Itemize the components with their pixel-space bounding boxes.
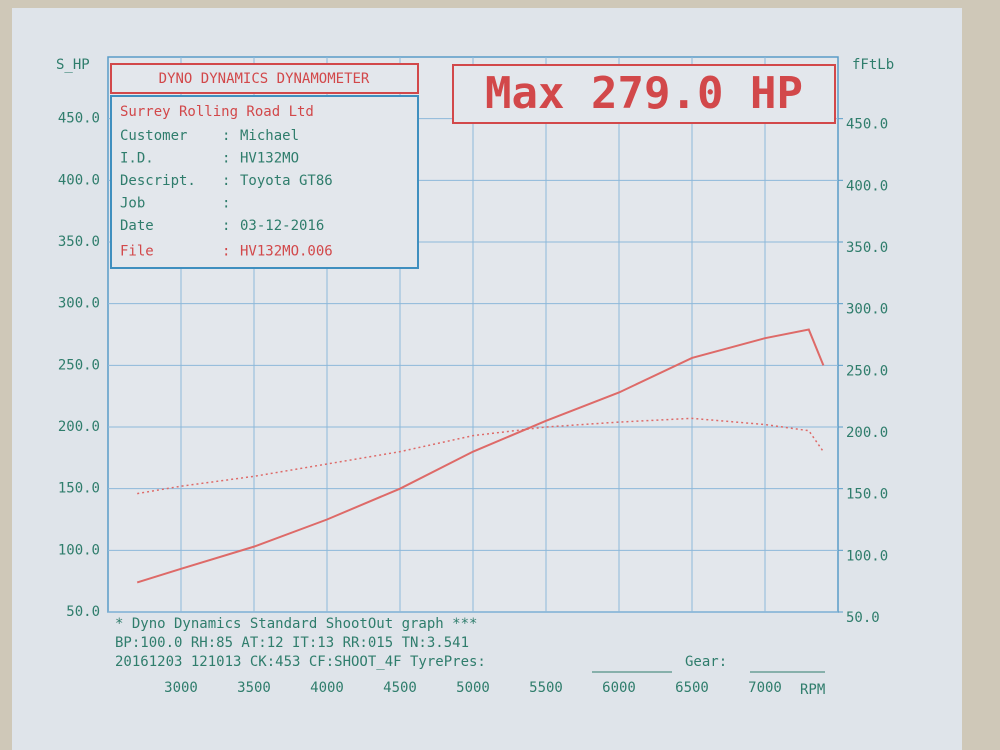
company: Surrey Rolling Road Ltd bbox=[120, 104, 314, 120]
x-tick-label: 4500 bbox=[383, 680, 417, 696]
y2-tick-label: 250.0 bbox=[846, 363, 888, 379]
x-tick-label: 6000 bbox=[602, 680, 636, 696]
y-tick-label: 250.0 bbox=[58, 357, 100, 373]
y2-tick-label: 200.0 bbox=[846, 425, 888, 441]
x-tick-label: 5000 bbox=[456, 680, 490, 696]
y-tick-label: 200.0 bbox=[58, 419, 100, 435]
info-label: Date bbox=[120, 218, 154, 234]
info-colon: : bbox=[222, 128, 230, 144]
footer-line: * Dyno Dynamics Standard ShootOut graph … bbox=[115, 616, 477, 632]
info-colon: : bbox=[222, 151, 230, 167]
y-tick-label: 300.0 bbox=[58, 296, 100, 312]
info-colon: : bbox=[222, 173, 230, 189]
x-axis-label: RPM bbox=[800, 682, 825, 698]
info-label: I.D. bbox=[120, 151, 154, 167]
info-label: Job bbox=[120, 196, 145, 212]
info-value: 03-12-2016 bbox=[240, 218, 324, 234]
x-tick-label: 3500 bbox=[237, 680, 271, 696]
info-box bbox=[110, 95, 419, 269]
footer-line: 20161203 121013 CK:453 CF:SHOOT_4F TyreP… bbox=[115, 654, 486, 670]
y-tick-label: 400.0 bbox=[58, 172, 100, 188]
y-tick-label: 150.0 bbox=[58, 481, 100, 497]
max-box bbox=[452, 64, 836, 124]
x-tick-label: 6500 bbox=[675, 680, 709, 696]
power-line bbox=[136, 328, 825, 584]
y-tick-label: 100.0 bbox=[58, 542, 100, 558]
y2-tick-label: 50.0 bbox=[846, 610, 880, 626]
x-tick-label: 3000 bbox=[164, 680, 198, 696]
torque-line bbox=[137, 417, 825, 495]
y-tick-label: 450.0 bbox=[58, 111, 100, 127]
x-tick-label: 4000 bbox=[310, 680, 344, 696]
info-colon: : bbox=[222, 196, 230, 212]
y2-tick-label: 300.0 bbox=[846, 302, 888, 318]
x-tick-label: 7000 bbox=[748, 680, 782, 696]
x-tick-label: 5500 bbox=[529, 680, 563, 696]
y2-axis-label: fFtLb bbox=[852, 57, 894, 73]
y-axis-label: S_HP bbox=[56, 57, 90, 73]
y-tick-label: 50.0 bbox=[66, 604, 100, 620]
lines bbox=[136, 328, 825, 584]
y2-tick-label: 450.0 bbox=[846, 117, 888, 133]
info-colon: : bbox=[222, 244, 230, 260]
info-value: HV132MO bbox=[240, 151, 299, 167]
max-label: Max 279.0 HP bbox=[485, 68, 803, 119]
footer-line: BP:100.0 RH:85 AT:12 IT:13 RR:015 TN:3.5… bbox=[115, 635, 469, 651]
info-value: HV132MO.006 bbox=[240, 244, 333, 260]
info-value: Michael bbox=[240, 128, 299, 144]
y2-tick-label: 150.0 bbox=[846, 487, 888, 503]
y2-tick-label: 400.0 bbox=[846, 178, 888, 194]
info-label: File bbox=[120, 244, 154, 260]
header-box bbox=[110, 63, 419, 94]
y-tick-label: 350.0 bbox=[58, 234, 100, 250]
info-colon: : bbox=[222, 218, 230, 234]
y2-tick-label: 350.0 bbox=[846, 240, 888, 256]
info-value: Toyota GT86 bbox=[240, 173, 333, 189]
y2-tick-label: 100.0 bbox=[846, 548, 888, 564]
footer-gear: Gear: bbox=[685, 654, 727, 670]
info-label: Descript. bbox=[120, 173, 196, 189]
header: DYNO DYNAMICS DYNAMOMETER bbox=[159, 71, 370, 87]
info-label: Customer bbox=[120, 128, 187, 144]
